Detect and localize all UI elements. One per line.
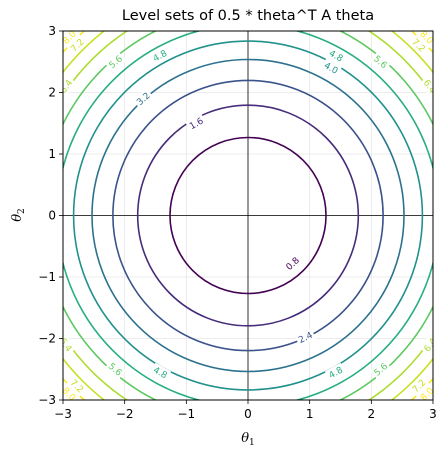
contour-label-5.6: 5.6 [369, 51, 392, 73]
contour-label-gap [66, 34, 88, 56]
contour-label-gap [324, 362, 347, 382]
contour-label-gap [149, 362, 172, 382]
contour-label-gap [132, 88, 154, 110]
y-axis-ticks: −3 −2 −1 0 1 2 3 [38, 24, 63, 407]
x-tick-label: −1 [177, 407, 195, 421]
contour-label-gap [185, 113, 207, 133]
contour-label-gap [320, 58, 343, 78]
contour-label-gap [63, 75, 77, 98]
contour-label-gap [369, 51, 392, 73]
contour-labels: 0.81.62.43.24.04.84.84.84.85.65.65.65.66… [57, 31, 440, 400]
contour-level-0.8 [169, 136, 327, 295]
contour-label-gap [149, 46, 171, 66]
contour-label-text: 6.4 [423, 336, 440, 354]
x-axis-label: θ1 [241, 431, 255, 448]
contour-label-gap [325, 46, 347, 66]
x-axis-label-symbol: θ [241, 431, 249, 446]
x-tick-label: 2 [368, 407, 376, 421]
x-axis-label-subscript: 1 [249, 438, 255, 448]
x-tick-label: 1 [306, 407, 314, 421]
contour-label-gap [63, 31, 80, 48]
contour-label-6.4: 6.4 [57, 333, 77, 356]
contour-label-6.4: 6.4 [63, 75, 77, 98]
x-tick-label: 3 [429, 407, 437, 421]
contour-label-gap [416, 383, 433, 400]
contour-level-4.0 [72, 40, 424, 391]
contour-label-gap [66, 375, 88, 397]
contour-label-gap [63, 333, 77, 356]
contour-label-gap [369, 358, 392, 380]
contour-label-gap [294, 328, 317, 347]
x-tick-label: 0 [244, 407, 252, 421]
contour-label-gap [419, 75, 433, 98]
y-tick-label: −1 [38, 270, 56, 284]
x-tick-label: −2 [116, 407, 134, 421]
y-tick-label: 2 [48, 86, 56, 100]
contour-label-gap [419, 333, 433, 356]
contour-label-0.8: 0.8 [281, 252, 304, 274]
contour-label-gap [63, 383, 80, 400]
contour-label-gap [416, 31, 433, 48]
contour-label-4.8: 4.8 [324, 362, 347, 382]
contour-label-1.6: 1.6 [185, 113, 207, 133]
contour-label-4.8: 4.8 [149, 362, 172, 382]
contour-level-1.6 [136, 104, 360, 327]
contour-label-gap [104, 358, 127, 380]
contour-label-5.6: 5.6 [104, 358, 127, 380]
contour-label-gap [281, 252, 304, 274]
contour-label-5.6: 5.6 [369, 358, 392, 380]
y-tick-label: −3 [38, 393, 56, 407]
contour-label-gap [104, 51, 127, 73]
contour-label-gap [408, 375, 430, 397]
contour-level-3.2 [91, 58, 405, 373]
y-axis-label: θ2 [10, 208, 27, 222]
contour-label-2.4: 2.4 [294, 328, 317, 347]
y-tick-label: 3 [48, 24, 56, 38]
contour-level-2.4 [112, 79, 384, 352]
contour-label-6.4: 6.4 [419, 75, 433, 98]
y-tick-label: −2 [38, 332, 56, 346]
chart-title: Level sets of 0.5 * theta^T A theta [122, 8, 374, 24]
y-axis-label-symbol: θ [10, 214, 25, 222]
contour-label-gap [408, 34, 430, 56]
zero-lines [63, 31, 433, 400]
x-tick-label: −3 [54, 407, 72, 421]
contour-label-5.6: 5.6 [104, 51, 127, 73]
contour-label-4.8: 4.8 [149, 46, 171, 66]
contour-label-text: 6.4 [57, 337, 74, 355]
y-tick-label: 0 [48, 209, 56, 223]
x-axis-ticks: −3 −2 −1 0 1 2 3 [54, 400, 437, 421]
y-tick-label: 1 [48, 147, 56, 161]
contour-label-6.4: 6.4 [419, 333, 440, 356]
y-axis-label-subscript: 2 [17, 208, 27, 214]
